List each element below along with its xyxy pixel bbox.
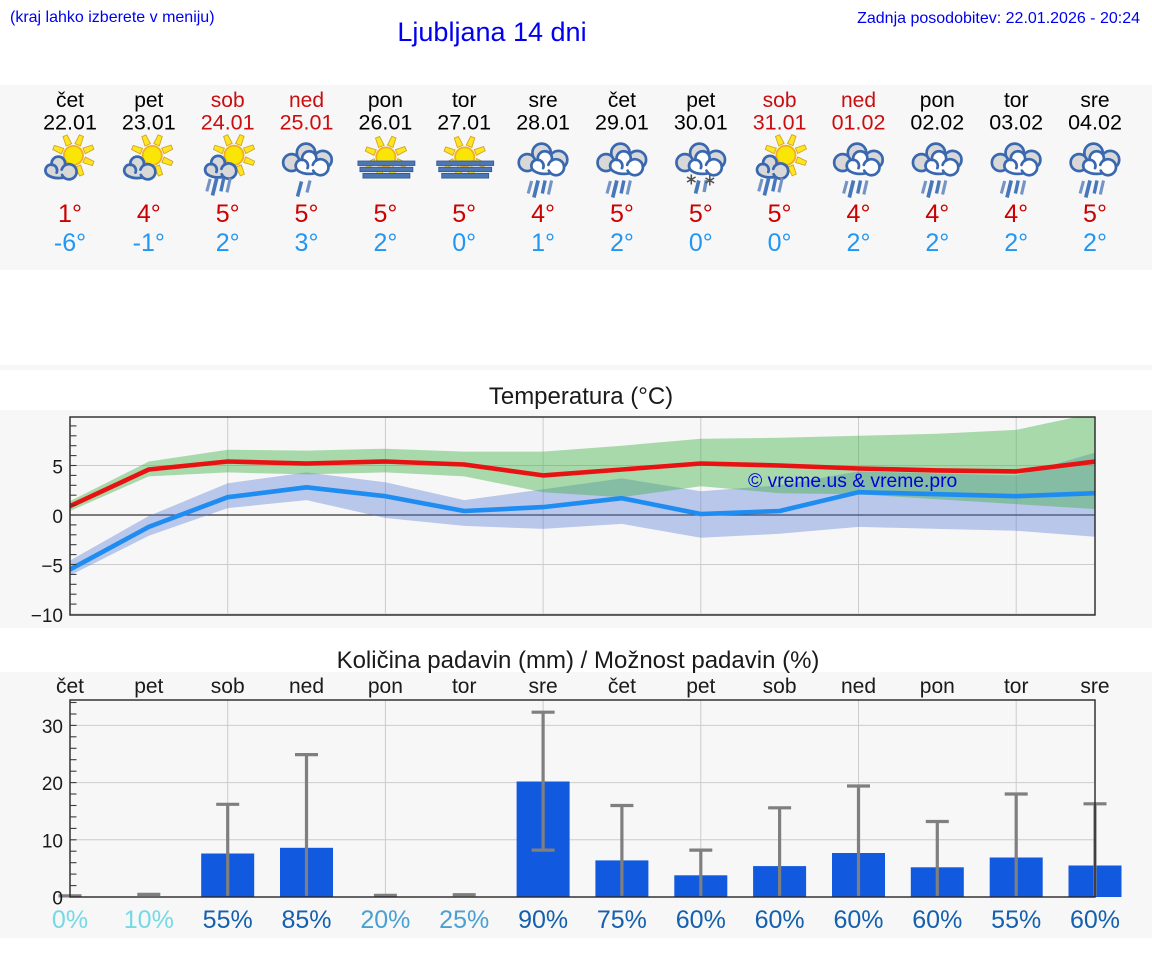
svg-text:2°: 2° bbox=[1083, 229, 1107, 257]
svg-text:75%: 75% bbox=[597, 906, 647, 934]
svg-text:5°: 5° bbox=[216, 200, 240, 228]
svg-text:25%: 25% bbox=[439, 906, 489, 934]
svg-text:10%: 10% bbox=[124, 906, 174, 934]
svg-text:24.01: 24.01 bbox=[201, 111, 255, 135]
svg-text:(kraj lahko izberete v meniju): (kraj lahko izberete v meniju) bbox=[10, 9, 215, 26]
svg-text:ned: ned bbox=[841, 675, 876, 698]
svg-text:pet: pet bbox=[686, 675, 715, 698]
svg-text:pon: pon bbox=[368, 675, 403, 698]
svg-text:27.01: 27.01 bbox=[437, 111, 491, 135]
svg-text:01.02: 01.02 bbox=[832, 111, 886, 135]
svg-text:ned: ned bbox=[289, 675, 324, 698]
svg-text:5°: 5° bbox=[295, 200, 319, 228]
svg-text:04.02: 04.02 bbox=[1068, 111, 1122, 135]
svg-text:2°: 2° bbox=[373, 229, 397, 257]
svg-text:25.01: 25.01 bbox=[280, 111, 334, 135]
svg-text:Temperatura (°C): Temperatura (°C) bbox=[489, 383, 673, 410]
svg-text:pet: pet bbox=[686, 89, 715, 112]
svg-text:4°: 4° bbox=[925, 200, 949, 228]
svg-text:0°: 0° bbox=[689, 229, 713, 257]
svg-text:90%: 90% bbox=[518, 906, 568, 934]
svg-text:čet: čet bbox=[608, 675, 636, 698]
svg-text:60%: 60% bbox=[833, 906, 883, 934]
svg-text:2°: 2° bbox=[216, 229, 240, 257]
svg-text:tor: tor bbox=[452, 89, 477, 112]
svg-text:03.02: 03.02 bbox=[989, 111, 1043, 135]
svg-text:02.02: 02.02 bbox=[910, 111, 964, 135]
svg-text:ned: ned bbox=[841, 89, 876, 112]
svg-text:0: 0 bbox=[52, 507, 63, 528]
svg-text:sre: sre bbox=[529, 89, 558, 112]
svg-text:5°: 5° bbox=[689, 200, 713, 228]
svg-text:0°: 0° bbox=[768, 229, 792, 257]
svg-text:pet: pet bbox=[134, 89, 163, 112]
svg-text:60%: 60% bbox=[755, 906, 805, 934]
svg-text:pon: pon bbox=[920, 89, 955, 112]
svg-text:0: 0 bbox=[52, 889, 63, 910]
svg-text:Količina padavin (mm) / Možnos: Količina padavin (mm) / Možnost padavin … bbox=[337, 647, 820, 674]
svg-text:4°: 4° bbox=[531, 200, 555, 228]
svg-text:28.01: 28.01 bbox=[516, 111, 570, 135]
svg-text:čet: čet bbox=[56, 89, 84, 112]
svg-text:sob: sob bbox=[211, 675, 245, 698]
svg-text:22.01: 22.01 bbox=[43, 111, 97, 135]
svg-text:2°: 2° bbox=[1004, 229, 1028, 257]
svg-text:5°: 5° bbox=[610, 200, 634, 228]
svg-text:60%: 60% bbox=[1070, 906, 1120, 934]
svg-text:30: 30 bbox=[42, 717, 63, 738]
svg-text:tor: tor bbox=[1004, 89, 1029, 112]
svg-text:85%: 85% bbox=[281, 906, 331, 934]
svg-text:−5: −5 bbox=[41, 557, 63, 578]
svg-text:pon: pon bbox=[368, 89, 403, 112]
svg-text:4°: 4° bbox=[137, 200, 161, 228]
svg-text:ned: ned bbox=[289, 89, 324, 112]
svg-text:30.01: 30.01 bbox=[674, 111, 728, 135]
svg-text:Zadnja posodobitev: 22.01.2026: Zadnja posodobitev: 22.01.2026 - 20:24 bbox=[857, 10, 1140, 27]
svg-text:© vreme.us & vreme.pro: © vreme.us & vreme.pro bbox=[748, 471, 957, 492]
svg-text:0°: 0° bbox=[452, 229, 476, 257]
svg-text:5: 5 bbox=[52, 458, 63, 479]
svg-text:čet: čet bbox=[608, 89, 636, 112]
svg-text:4°: 4° bbox=[847, 200, 871, 228]
svg-text:−10: −10 bbox=[31, 606, 63, 627]
svg-text:23.01: 23.01 bbox=[122, 111, 176, 135]
svg-text:20: 20 bbox=[42, 774, 63, 795]
svg-text:sob: sob bbox=[763, 675, 797, 698]
svg-text:2°: 2° bbox=[925, 229, 949, 257]
svg-text:5°: 5° bbox=[1083, 200, 1107, 228]
svg-text:60%: 60% bbox=[912, 906, 962, 934]
svg-text:1°: 1° bbox=[58, 200, 82, 228]
svg-text:sre: sre bbox=[1080, 675, 1109, 698]
svg-text:10: 10 bbox=[42, 831, 63, 852]
svg-text:20%: 20% bbox=[360, 906, 410, 934]
svg-text:3°: 3° bbox=[295, 229, 319, 257]
svg-text:60%: 60% bbox=[676, 906, 726, 934]
svg-text:29.01: 29.01 bbox=[595, 111, 649, 135]
svg-text:1°: 1° bbox=[531, 229, 555, 257]
svg-text:tor: tor bbox=[452, 675, 477, 698]
svg-text:55%: 55% bbox=[203, 906, 253, 934]
svg-text:sob: sob bbox=[211, 89, 245, 112]
svg-text:55%: 55% bbox=[991, 906, 1041, 934]
svg-text:5°: 5° bbox=[373, 200, 397, 228]
svg-text:-1°: -1° bbox=[133, 229, 165, 257]
svg-text:2°: 2° bbox=[610, 229, 634, 257]
svg-text:sre: sre bbox=[1080, 89, 1109, 112]
svg-text:pon: pon bbox=[920, 675, 955, 698]
svg-text:čet: čet bbox=[56, 675, 84, 698]
svg-text:tor: tor bbox=[1004, 675, 1029, 698]
svg-text:0%: 0% bbox=[52, 906, 88, 934]
svg-text:-6°: -6° bbox=[54, 229, 86, 257]
svg-text:sob: sob bbox=[763, 89, 797, 112]
svg-text:26.01: 26.01 bbox=[358, 111, 412, 135]
svg-text:31.01: 31.01 bbox=[753, 111, 807, 135]
svg-text:5°: 5° bbox=[452, 200, 476, 228]
svg-text:pet: pet bbox=[134, 675, 163, 698]
svg-text:2°: 2° bbox=[847, 229, 871, 257]
svg-text:Ljubljana 14 dni: Ljubljana 14 dni bbox=[397, 17, 586, 47]
svg-text:5°: 5° bbox=[768, 200, 792, 228]
svg-text:sre: sre bbox=[529, 675, 558, 698]
svg-text:4°: 4° bbox=[1004, 200, 1028, 228]
